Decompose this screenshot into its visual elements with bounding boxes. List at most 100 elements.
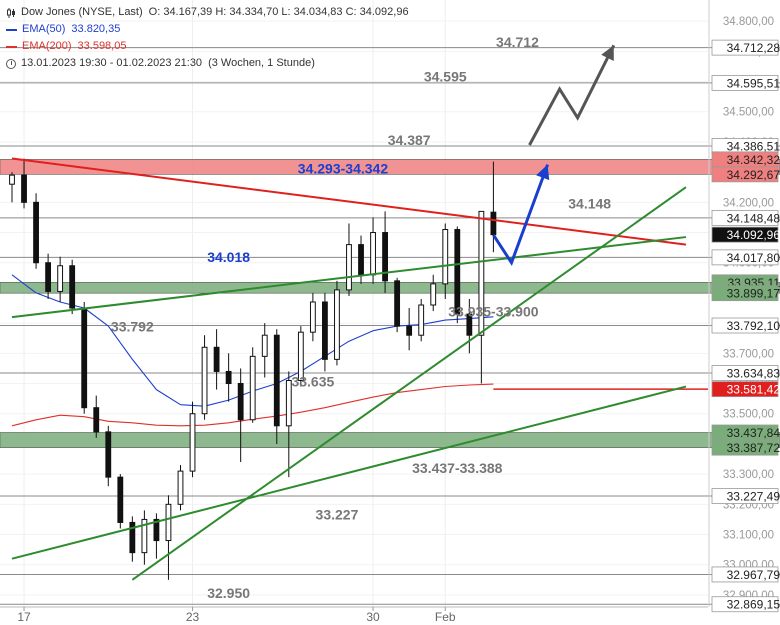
level-price-label: 34.017,80 xyxy=(727,251,780,265)
candle-body xyxy=(442,229,449,285)
candle-body xyxy=(454,229,461,315)
candle-body xyxy=(213,346,220,372)
candle-body xyxy=(358,244,364,276)
candle-body xyxy=(418,304,425,336)
level-price-label: 34.712,28 xyxy=(727,41,780,55)
candle-body xyxy=(261,334,268,357)
price-annotation: 34.387 xyxy=(388,132,431,148)
level-price-label-box xyxy=(711,74,779,91)
ema200-price-label-box xyxy=(711,381,779,398)
x-tick-label: 23 xyxy=(186,610,200,624)
legend: Dow Jones (NYSE, Last) O: 34.167,39 H: 3… xyxy=(6,4,409,72)
trendline-layer xyxy=(11,157,687,581)
y-tick-label: 33.700,00 xyxy=(723,348,774,360)
price-annotation: 33.437-33.388 xyxy=(412,460,503,476)
x-tick-label: 17 xyxy=(17,610,31,624)
candle-body xyxy=(201,346,208,415)
zone-price-label-box xyxy=(711,439,779,456)
level-price-label: 32.967,79 xyxy=(727,568,780,582)
time-axis: 17 23 30 Feb xyxy=(0,606,708,624)
level-price-label: 32.869,15 xyxy=(727,598,780,612)
y-tick-label: 33.300,00 xyxy=(723,469,774,481)
ema50-swatch xyxy=(6,28,17,31)
last-price-label: 34.092,96 xyxy=(727,228,780,242)
level-price-label-box xyxy=(711,249,779,266)
level-price-label-box xyxy=(711,39,779,56)
zone-price-label: 33.899,17 xyxy=(727,287,780,301)
level-price-label: 34.148,48 xyxy=(727,211,780,225)
candle-body xyxy=(45,262,52,292)
candle-body xyxy=(394,280,401,327)
forecast-layer xyxy=(492,44,616,267)
candle-body xyxy=(117,476,124,523)
candle-body xyxy=(249,355,256,421)
candle-body xyxy=(370,232,376,276)
x-tick-label: 30 xyxy=(366,610,380,624)
candle-body xyxy=(237,383,244,421)
price-annotation: 34.293-34.342 xyxy=(298,161,389,177)
legend-ema50-row: EMA(50) 33.820,35 xyxy=(6,21,409,38)
price-annotation: 33.935-33.900 xyxy=(448,303,539,319)
support-resistance-zone xyxy=(0,432,780,448)
candles-layer xyxy=(9,158,497,580)
level-price-label-box xyxy=(711,209,779,226)
ema200-swatch xyxy=(6,45,17,48)
price-annotation: 33.792 xyxy=(111,319,154,335)
candle-body xyxy=(129,521,136,554)
price-annotation: 34.018 xyxy=(207,249,250,265)
last-price-label-box xyxy=(711,226,779,243)
support-resistance-zone xyxy=(0,282,780,294)
candle-body xyxy=(406,325,413,336)
candle-body xyxy=(297,331,304,382)
candle-body xyxy=(346,244,352,291)
y-tick-label: 34.800,00 xyxy=(723,16,774,28)
ema200-value: 33.598,05 xyxy=(77,40,127,52)
forecast-path xyxy=(492,164,550,267)
candle-body xyxy=(153,518,160,542)
price-annotation: 32.950 xyxy=(207,585,250,601)
forecast-arrowhead xyxy=(601,45,614,61)
price-annotation: 34.712 xyxy=(496,34,539,50)
y-tick-label: 34.200,00 xyxy=(723,197,774,209)
clock-icon xyxy=(6,58,16,69)
candle-body xyxy=(322,301,328,360)
candle-body xyxy=(141,518,148,554)
candle-body xyxy=(225,370,232,385)
y-tick-label: 33.100,00 xyxy=(723,530,774,542)
candle-body xyxy=(273,334,280,427)
trend-line xyxy=(131,186,687,581)
price-axis: 34.800,0034.700,0034.600,0034.500,0034.4… xyxy=(708,0,780,613)
price-annotation: 33.227 xyxy=(316,506,359,522)
candle-body xyxy=(490,211,497,236)
level-price-label-box xyxy=(711,365,779,381)
candle-body xyxy=(309,301,316,333)
candlestick-icon xyxy=(7,7,15,18)
ohlc-values: O: 34.167,39 H: 34.334,70 L: 34.034,83 C… xyxy=(148,6,409,18)
candle-body xyxy=(21,174,27,203)
level-price-label: 34.386,51 xyxy=(727,140,780,154)
zone-price-label: 33.387,72 xyxy=(727,441,780,455)
forecast-arrowhead xyxy=(536,164,550,181)
level-price-label-box xyxy=(711,566,779,583)
ema200-price-label: 33.581,42 xyxy=(727,383,780,397)
ema50-label: EMA(50) xyxy=(22,23,66,35)
support-resistance-zone xyxy=(0,159,780,175)
level-price-label: 33.792,10 xyxy=(727,319,780,333)
x-tick-label: Feb xyxy=(435,610,456,624)
legend-ema200-row: EMA(200) 33.598,05 xyxy=(6,38,409,55)
candle-body xyxy=(382,232,388,282)
zone-price-label: 33.437,84 xyxy=(727,426,780,440)
candle-body xyxy=(334,289,340,360)
candle-body xyxy=(81,307,88,409)
candle-body xyxy=(33,201,39,264)
price-annotation: 34.595 xyxy=(424,69,467,85)
annotation-layer: 34.712 34.595 34.387 34.293-34.342 34.148 34.… xyxy=(111,34,611,601)
candle-body xyxy=(93,407,100,433)
level-price-label: 33.634,83 xyxy=(727,367,780,381)
ema50-value: 33.820,35 xyxy=(71,23,121,35)
level-price-label: 34.595,51 xyxy=(727,76,780,90)
candle-body xyxy=(69,265,76,309)
trend-line xyxy=(11,385,687,560)
legend-range-row: 13.01.2023 19:30 - 01.02.2023 21:30 (3 W… xyxy=(6,55,409,72)
